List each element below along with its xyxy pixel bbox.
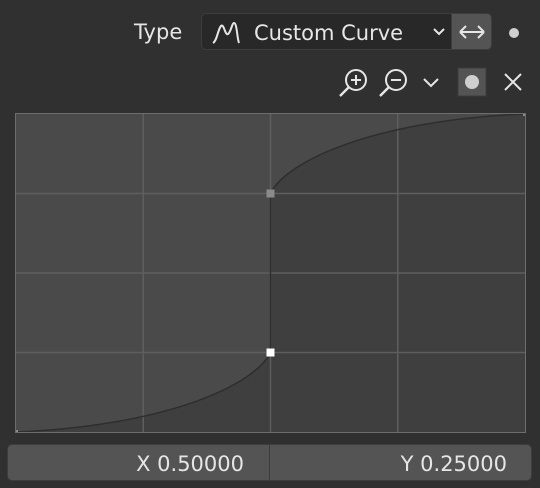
type-dropdown-value: Custom Curve	[254, 21, 404, 45]
x-coordinate-field[interactable]: X 0.50000	[8, 445, 269, 480]
extend-horizontal-icon	[459, 25, 485, 39]
type-dropdown[interactable]: Custom Curve	[201, 13, 452, 50]
curve-point-selected[interactable]	[266, 348, 275, 357]
curve-point[interactable]	[523, 112, 527, 116]
type-label: Type	[134, 20, 183, 44]
zoom-out-icon[interactable]	[376, 66, 410, 100]
y-coordinate-value: Y 0.25000	[400, 452, 507, 476]
curve-point[interactable]	[14, 430, 18, 434]
chevron-down-icon[interactable]	[418, 66, 452, 100]
delete-icon[interactable]	[497, 66, 531, 100]
coordinate-bar: X 0.50000 Y 0.25000	[7, 444, 532, 481]
curve-line	[15, 113, 526, 433]
keyframe-dot-icon[interactable]	[509, 28, 519, 38]
curve-point[interactable]	[266, 189, 275, 198]
x-coordinate-value: X 0.50000	[136, 452, 244, 476]
clip-icon[interactable]	[456, 66, 488, 98]
zoom-in-icon[interactable]	[336, 66, 370, 100]
extend-horizontal-button[interactable]	[452, 13, 492, 50]
curve-editor[interactable]	[14, 112, 527, 434]
y-coordinate-field[interactable]: Y 0.25000	[270, 445, 532, 480]
curve-canvas[interactable]	[14, 112, 527, 434]
divider	[269, 445, 270, 480]
curve-icon	[212, 21, 240, 44]
chevron-down-icon	[433, 28, 445, 36]
